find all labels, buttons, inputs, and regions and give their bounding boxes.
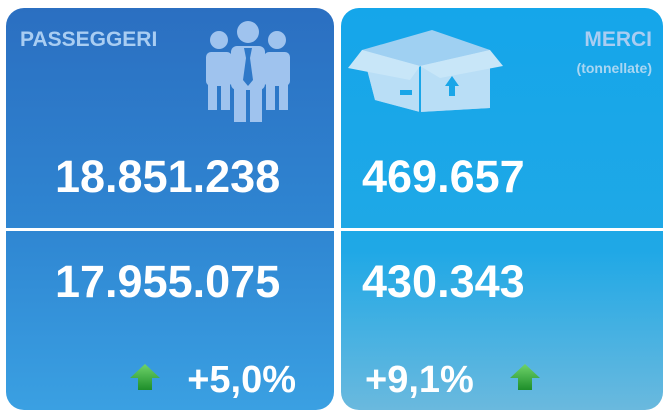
change: +9,1% bbox=[365, 359, 474, 401]
panel-title: PASSEGGERI bbox=[20, 28, 157, 51]
current-value: 18.851.238 bbox=[55, 151, 280, 202]
current-value: 469.657 bbox=[362, 151, 525, 202]
previous-value: 17.955.075 bbox=[55, 256, 280, 307]
previous-value: 430.343 bbox=[362, 256, 525, 307]
up-arrow bbox=[510, 364, 540, 390]
panel-subtitle: (tonnellate) bbox=[577, 60, 652, 76]
tie bbox=[243, 48, 253, 86]
gap bbox=[334, 0, 341, 410]
up-arrow bbox=[130, 364, 160, 390]
box-icon bbox=[348, 30, 503, 112]
panel-title: MERCI bbox=[584, 28, 652, 51]
change: +5,0% bbox=[187, 359, 296, 401]
